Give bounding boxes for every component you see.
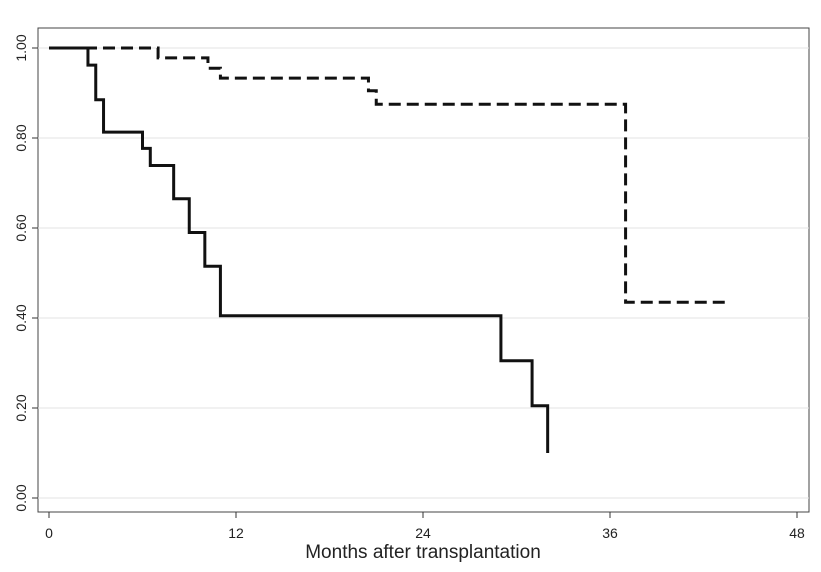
axes: 0.00 0.20 0.40 0.60 0.80 1.00 0 12 24 36 48 — [13, 34, 805, 541]
x-axis-title: Months after transplantation — [305, 542, 541, 563]
grid-lines — [38, 47, 809, 499]
y-tick-label: 0.80 — [13, 124, 29, 151]
plot-area — [37, 27, 810, 513]
y-tick-label: 1.00 — [13, 34, 29, 61]
y-tick-label: 0.20 — [13, 394, 29, 421]
x-tick-label: 24 — [415, 525, 431, 541]
y-tick-label: 0.00 — [13, 484, 29, 511]
series-solid-line — [49, 46, 550, 453]
x-tick-label: 0 — [45, 525, 53, 541]
x-tick-label: 12 — [228, 525, 244, 541]
series-group — [49, 46, 727, 453]
x-tick-label: 48 — [789, 525, 805, 541]
y-tick-label: 0.60 — [13, 214, 29, 241]
y-tick-label: 0.40 — [13, 304, 29, 331]
x-tick-label: 36 — [602, 525, 618, 541]
series-dashed-line — [49, 46, 727, 304]
